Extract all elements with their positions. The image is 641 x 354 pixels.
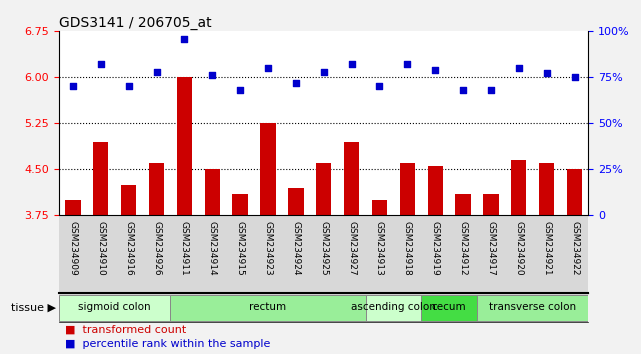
Text: GSM234911: GSM234911 [180, 222, 189, 276]
Bar [233, 194, 248, 215]
Text: GSM234923: GSM234923 [263, 222, 272, 276]
Bar [344, 142, 359, 215]
Text: GSM234912: GSM234912 [458, 222, 467, 276]
Text: GSM234916: GSM234916 [124, 222, 133, 276]
Text: GSM234917: GSM234917 [487, 222, 495, 276]
Point [542, 71, 552, 76]
Bar [149, 163, 164, 215]
Point [68, 84, 78, 89]
Point [207, 73, 217, 78]
Point [263, 65, 273, 71]
Point [374, 84, 385, 89]
Bar [372, 200, 387, 215]
Text: GSM234918: GSM234918 [403, 222, 412, 276]
Bar [204, 169, 220, 215]
Text: cecum: cecum [432, 302, 467, 312]
Text: GSM234909: GSM234909 [69, 222, 78, 276]
Point [151, 69, 162, 74]
Text: GSM234919: GSM234919 [431, 222, 440, 276]
Point [319, 69, 329, 74]
Bar [171, 295, 365, 321]
Text: GSM234913: GSM234913 [375, 222, 384, 276]
Bar [260, 123, 276, 215]
Point [458, 87, 468, 93]
Bar [177, 77, 192, 215]
Point [291, 80, 301, 86]
Bar [483, 194, 499, 215]
Point [486, 87, 496, 93]
Text: tissue ▶: tissue ▶ [11, 303, 56, 313]
Bar [59, 295, 171, 321]
Bar [511, 160, 526, 215]
Bar [399, 163, 415, 215]
Text: ■  percentile rank within the sample: ■ percentile rank within the sample [65, 338, 271, 349]
Text: GSM234910: GSM234910 [96, 222, 105, 276]
Text: GSM234914: GSM234914 [208, 222, 217, 276]
Point [235, 87, 246, 93]
Point [513, 65, 524, 71]
Bar [288, 188, 303, 215]
Point [96, 62, 106, 67]
Bar [365, 295, 421, 321]
Bar [93, 142, 108, 215]
Bar [428, 166, 443, 215]
Point [430, 67, 440, 73]
Text: sigmoid colon: sigmoid colon [78, 302, 151, 312]
Point [346, 62, 356, 67]
Bar [567, 169, 582, 215]
Text: GSM234924: GSM234924 [292, 222, 301, 276]
Point [124, 84, 134, 89]
Text: GSM234915: GSM234915 [236, 222, 245, 276]
Point [402, 62, 412, 67]
Bar [455, 194, 470, 215]
Text: transverse colon: transverse colon [489, 302, 576, 312]
Text: rectum: rectum [249, 302, 287, 312]
Text: ascending colon: ascending colon [351, 302, 436, 312]
Bar [65, 200, 81, 215]
Bar [121, 184, 137, 215]
Text: GSM234927: GSM234927 [347, 222, 356, 276]
Point [179, 36, 190, 41]
Bar [539, 163, 554, 215]
Text: GSM234922: GSM234922 [570, 222, 579, 276]
Text: GSM234926: GSM234926 [152, 222, 161, 276]
Text: GDS3141 / 206705_at: GDS3141 / 206705_at [59, 16, 212, 30]
Bar [316, 163, 331, 215]
Text: GSM234920: GSM234920 [514, 222, 523, 276]
Point [569, 74, 579, 80]
Bar [421, 295, 477, 321]
Text: GSM234921: GSM234921 [542, 222, 551, 276]
Text: GSM234925: GSM234925 [319, 222, 328, 276]
Bar [477, 295, 588, 321]
Text: ■  transformed count: ■ transformed count [65, 324, 187, 335]
